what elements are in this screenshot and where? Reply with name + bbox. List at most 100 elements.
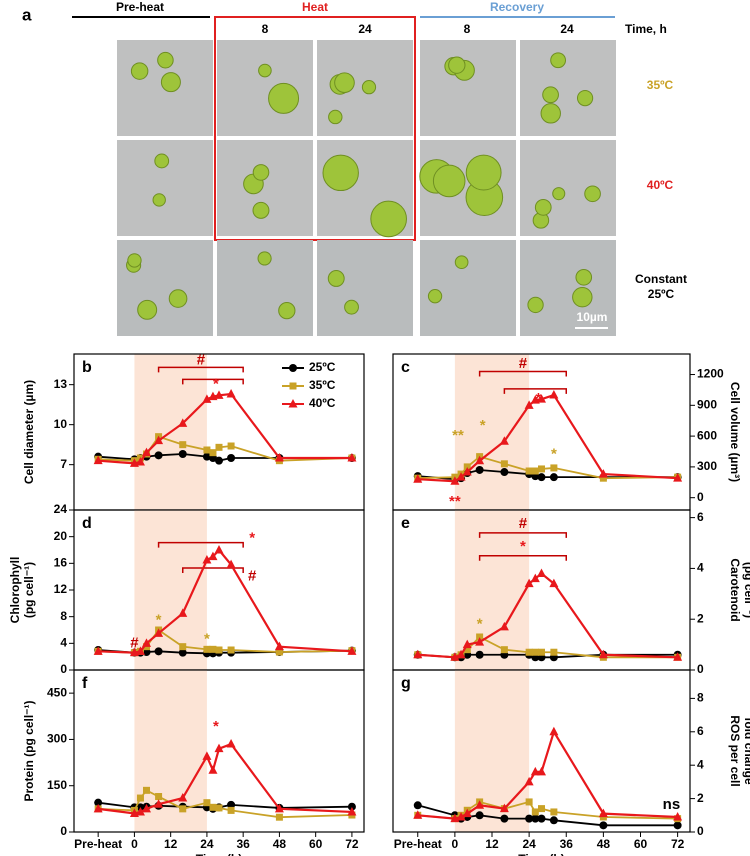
marker [530,573,540,583]
y-tick-label: 0 [697,662,704,676]
y-tick-label: 10 [54,417,68,431]
marker [476,633,484,641]
cell [448,56,466,74]
marker [215,646,223,654]
condition-label: 35ºC [647,78,674,92]
marker [538,805,545,813]
cell [258,63,272,78]
marker [413,474,423,483]
marker [524,400,534,409]
cell [534,198,552,216]
time-header: Time, h [625,22,667,36]
micrograph [217,140,313,236]
marker [93,803,103,813]
marker [538,465,545,473]
significance-bracket [182,567,244,573]
annotation: * [480,417,486,434]
cell [527,296,544,314]
marker [179,441,187,449]
micrograph [217,40,313,136]
marker [142,638,151,647]
x-tick-label: Pre-heat [394,837,442,851]
marker [136,794,144,802]
y-tick-label: 8 [697,691,704,705]
marker [154,647,163,656]
marker [215,456,223,465]
marker [227,454,236,462]
marker [275,648,283,656]
marker [531,467,539,475]
cell [361,80,377,95]
cell [584,185,601,203]
cell [257,251,272,266]
panel-label: d [82,515,92,532]
marker [531,648,539,656]
marker [227,800,236,809]
marker [531,814,540,823]
y-tick-label: 4 [697,757,704,771]
marker [203,799,211,807]
marker [155,793,163,801]
marker [673,652,683,661]
marker [179,805,187,813]
panel-label: b [82,359,92,376]
marker [94,798,103,807]
marker [525,798,533,806]
marker [93,455,103,465]
marker [463,646,471,654]
marker [226,389,236,398]
plot-frame [73,669,365,833]
x-tick-label: 12 [485,837,499,851]
cell [130,62,149,80]
y-tick-label: 600 [697,428,717,442]
time-label: 8 [262,22,269,36]
y-axis-title: Carotenoid [728,558,742,621]
plot-frame [392,509,691,671]
marker [500,460,508,468]
marker [475,637,485,646]
marker [525,467,533,475]
y-tick-label: 7 [60,457,67,471]
x-tick-label: 60 [309,837,323,851]
marker [673,811,683,821]
cell [137,299,158,320]
y-tick-label: 0 [60,824,67,838]
annotation: * [213,718,219,735]
annotation: # [519,355,528,372]
y-tick-label: 4 [697,561,704,575]
scale-bar-label: 10µm [577,310,608,324]
micrograph-grid [117,40,616,336]
marker [226,559,236,569]
marker [456,472,466,481]
marker [209,449,217,457]
marker [537,473,546,482]
marker [475,455,485,465]
significance-bracket [478,370,567,377]
marker [525,648,533,656]
y-tick-label: 0 [697,490,704,504]
y-tick-label: 13 [54,377,68,391]
micrograph [420,240,516,336]
marker [275,813,283,821]
marker [537,394,546,403]
cell [278,302,296,320]
marker [413,810,423,819]
x-tick-label: 72 [345,837,359,851]
panel-label: g [401,675,411,692]
cell [344,299,359,315]
x-tick-label: Pre-heat [74,837,122,851]
annotation: * [520,538,526,555]
cell [370,200,407,238]
marker [550,464,558,472]
y-tick-label: 2 [697,611,704,625]
marker [531,808,539,816]
y-tick-label: 16 [54,556,68,570]
annotation: # [519,515,528,532]
marker [208,551,218,561]
marker [549,816,558,825]
y-tick-label: 900 [697,397,717,411]
cell [552,187,566,201]
marker [203,446,211,454]
marker [208,765,218,774]
